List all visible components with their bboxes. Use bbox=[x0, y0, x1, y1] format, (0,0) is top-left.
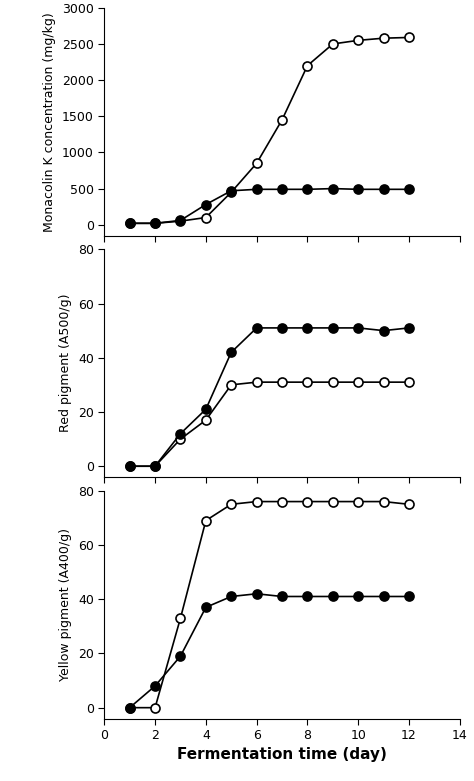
Y-axis label: Yellow pigment (A400/g): Yellow pigment (A400/g) bbox=[59, 528, 73, 681]
Y-axis label: Monacolin K concentration (mg/kg): Monacolin K concentration (mg/kg) bbox=[44, 12, 56, 232]
Y-axis label: Red pigment (A500/g): Red pigment (A500/g) bbox=[59, 294, 73, 433]
X-axis label: Fermentation time (day): Fermentation time (day) bbox=[177, 747, 387, 762]
